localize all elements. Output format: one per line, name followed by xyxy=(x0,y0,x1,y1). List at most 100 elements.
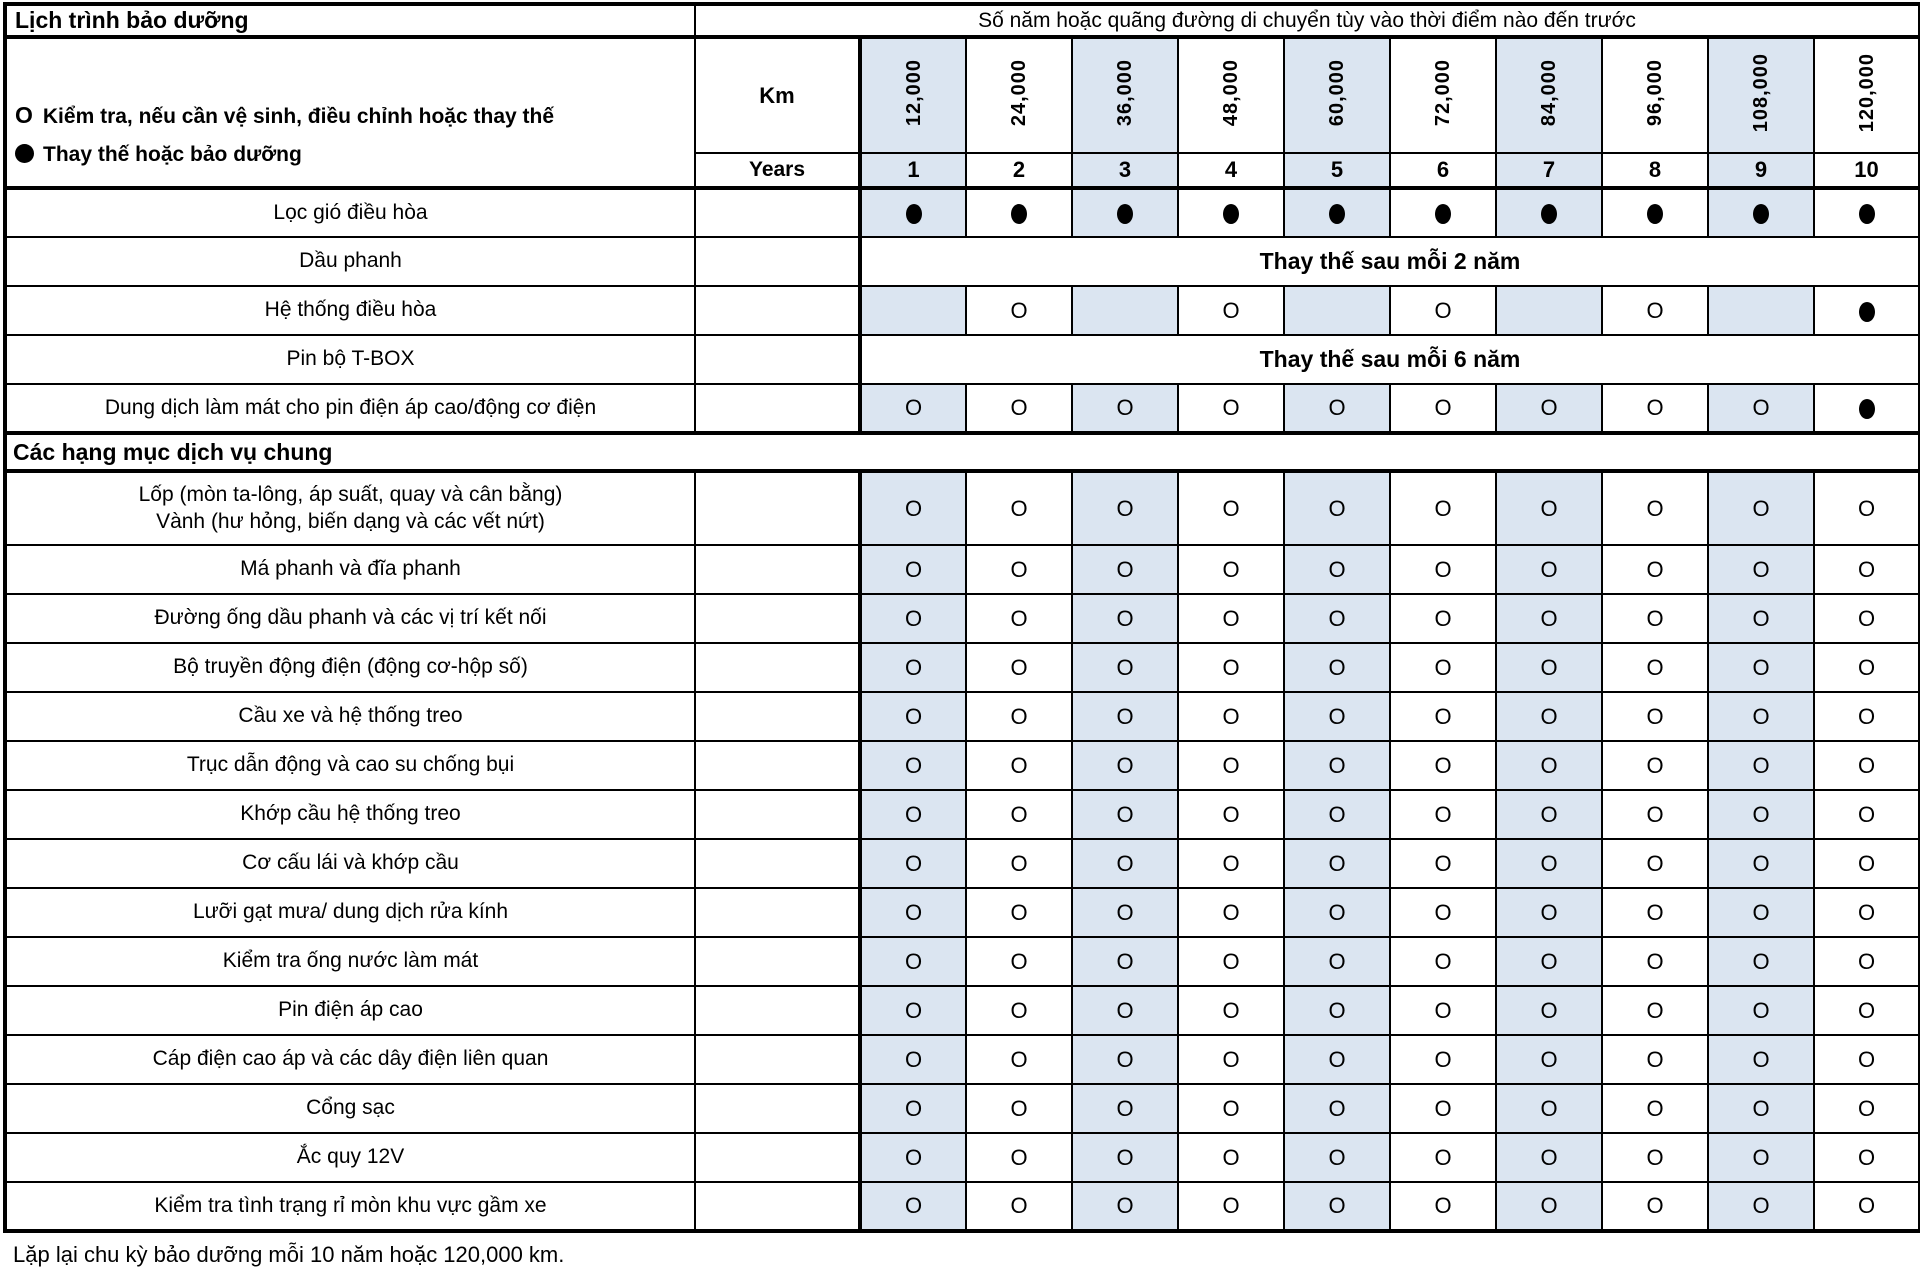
year-header-cell: 1 xyxy=(858,152,967,190)
mark-cell: O xyxy=(965,887,1073,938)
mark-cell: O xyxy=(965,383,1073,434)
table-row: Cơ cấu lái và khớp cầu O O O O O O O O O O xyxy=(4,838,1920,889)
mark-cell: O xyxy=(1283,691,1391,742)
footer-note: Lặp lại chu kỳ bảo dưỡng mỗi 10 năm hoặc… xyxy=(13,1242,565,1267)
mark-cell: O xyxy=(1283,740,1391,791)
mark-cell: O xyxy=(1283,544,1391,595)
row-label: Dung dịch làm mát cho pin điện áp cao/độ… xyxy=(4,383,696,434)
mark-cell: O xyxy=(1389,740,1497,791)
mark-cell: O xyxy=(1071,887,1179,938)
mark-cell: O xyxy=(1812,1132,1920,1183)
mark-cell: O xyxy=(1812,1181,1920,1232)
mark-cell: O xyxy=(858,1083,967,1134)
mark-cell xyxy=(1812,285,1920,336)
spacer-cell xyxy=(694,936,861,987)
replace-dot-icon xyxy=(1647,204,1663,225)
table-row: Lưỡi gạt mưa/ dung dịch rửa kính O O O O O O O O… xyxy=(4,887,1920,938)
table-row: Lốp (mòn ta-lông, áp suất, quay và cân b… xyxy=(4,470,1920,546)
mark-cell xyxy=(1283,187,1391,238)
mark-cell: O xyxy=(1601,691,1709,742)
interval-header: Số năm hoặc quãng đường di chuyển tùy và… xyxy=(693,3,1920,39)
mark-cell: O xyxy=(1495,985,1603,1036)
mark-cell: O xyxy=(858,383,967,434)
mark-cell: O xyxy=(1283,1034,1391,1085)
table-row: Kiểm tra tình trạng rỉ mòn khu vực gầm x… xyxy=(4,1181,1920,1232)
mark-cell: O xyxy=(1812,1034,1920,1085)
page-title: Lịch trình bảo dưỡng xyxy=(4,3,696,39)
mark-cell: O xyxy=(965,1083,1073,1134)
mark-cell: O xyxy=(1177,593,1285,644)
replace-dot-icon xyxy=(1753,204,1769,225)
km-value: 24,000 xyxy=(1008,59,1030,127)
mark-cell: O xyxy=(1495,936,1603,987)
km-label: Km xyxy=(694,36,861,154)
mark-cell: O xyxy=(1283,1181,1391,1232)
row-label: Cáp điện cao áp và các dây điện liên qua… xyxy=(4,1034,696,1085)
mark-cell: O xyxy=(1283,470,1391,546)
mark-cell: O xyxy=(1812,593,1920,644)
km-value: 96,000 xyxy=(1644,59,1666,127)
mark-cell: O xyxy=(858,593,967,644)
legend: O Kiểm tra, nếu cần vệ sinh, điều chỉnh h… xyxy=(4,36,696,190)
mark-cell: O xyxy=(965,1181,1073,1232)
mark-cell: O xyxy=(1283,887,1391,938)
row-label: Ắc quy 12V xyxy=(4,1132,696,1183)
spacer-cell xyxy=(694,642,861,693)
mark-cell xyxy=(1601,187,1709,238)
row-label: Bộ truyền động điện (động cơ-hộp số) xyxy=(4,642,696,693)
mark-cell: O xyxy=(858,936,967,987)
mark-cell: O xyxy=(858,1181,967,1232)
mark-cell: O xyxy=(1389,470,1497,546)
km-value: 72,000 xyxy=(1432,59,1454,127)
mark-cell: O xyxy=(1177,1181,1285,1232)
legend-inspect: O Kiểm tra, nếu cần vệ sinh, điều chỉnh h… xyxy=(15,96,693,136)
mark-cell: O xyxy=(1812,985,1920,1036)
mark-cell: O xyxy=(1389,383,1497,434)
mark-cell: O xyxy=(1495,1181,1603,1232)
mark-cell: O xyxy=(1707,1132,1815,1183)
mark-cell: O xyxy=(965,985,1073,1036)
replace-dot-icon xyxy=(905,204,922,225)
mark-cell: O xyxy=(965,1132,1073,1183)
mark-cell: O xyxy=(1601,285,1709,336)
mark-cell: O xyxy=(1389,936,1497,987)
mark-cell: O xyxy=(1812,642,1920,693)
mark-cell: O xyxy=(1601,740,1709,791)
mark-cell: O xyxy=(1389,1181,1497,1232)
row-label: Kiểm tra ống nước làm mát xyxy=(4,936,696,987)
mark-cell: O xyxy=(1601,1034,1709,1085)
mark-cell: O xyxy=(1812,936,1920,987)
mark-cell: O xyxy=(965,1034,1073,1085)
mark-cell: O xyxy=(1071,1034,1179,1085)
mark-cell: O xyxy=(1707,642,1815,693)
km-header-cell: 48,000 xyxy=(1177,36,1285,154)
spacer-cell xyxy=(694,593,861,644)
year-header-cell: 5 xyxy=(1283,152,1391,190)
mark-cell: O xyxy=(1389,1132,1497,1183)
mark-cell: O xyxy=(965,691,1073,742)
mark-cell: O xyxy=(1495,1132,1603,1183)
mark-cell: O xyxy=(1389,544,1497,595)
km-value: 120,000 xyxy=(1855,53,1878,133)
mark-cell: O xyxy=(1812,838,1920,889)
table-row: Pin điện áp cao O O O O O O O O O O xyxy=(4,985,1920,1036)
merged-interval-note: Thay thế sau mỗi 6 năm xyxy=(857,334,1920,385)
mark-cell: O xyxy=(1707,544,1815,595)
mark-cell: O xyxy=(1177,544,1285,595)
mark-cell: O xyxy=(1071,838,1179,889)
mark-cell: O xyxy=(1601,887,1709,938)
mark-cell xyxy=(858,285,967,336)
mark-cell: O xyxy=(965,740,1073,791)
spacer-cell xyxy=(694,1083,861,1134)
mark-cell: O xyxy=(1071,789,1179,840)
year-header-cell: 6 xyxy=(1389,152,1497,190)
mark-cell: O xyxy=(858,544,967,595)
filled-circle-icon xyxy=(15,144,34,163)
mark-cell: O xyxy=(1177,936,1285,987)
mark-cell: O xyxy=(1283,593,1391,644)
mark-cell: O xyxy=(1177,789,1285,840)
mark-cell: O xyxy=(1812,470,1920,546)
mark-cell: O xyxy=(1177,642,1285,693)
km-header-cell: 24,000 xyxy=(965,36,1073,154)
spacer-cell xyxy=(694,236,861,287)
